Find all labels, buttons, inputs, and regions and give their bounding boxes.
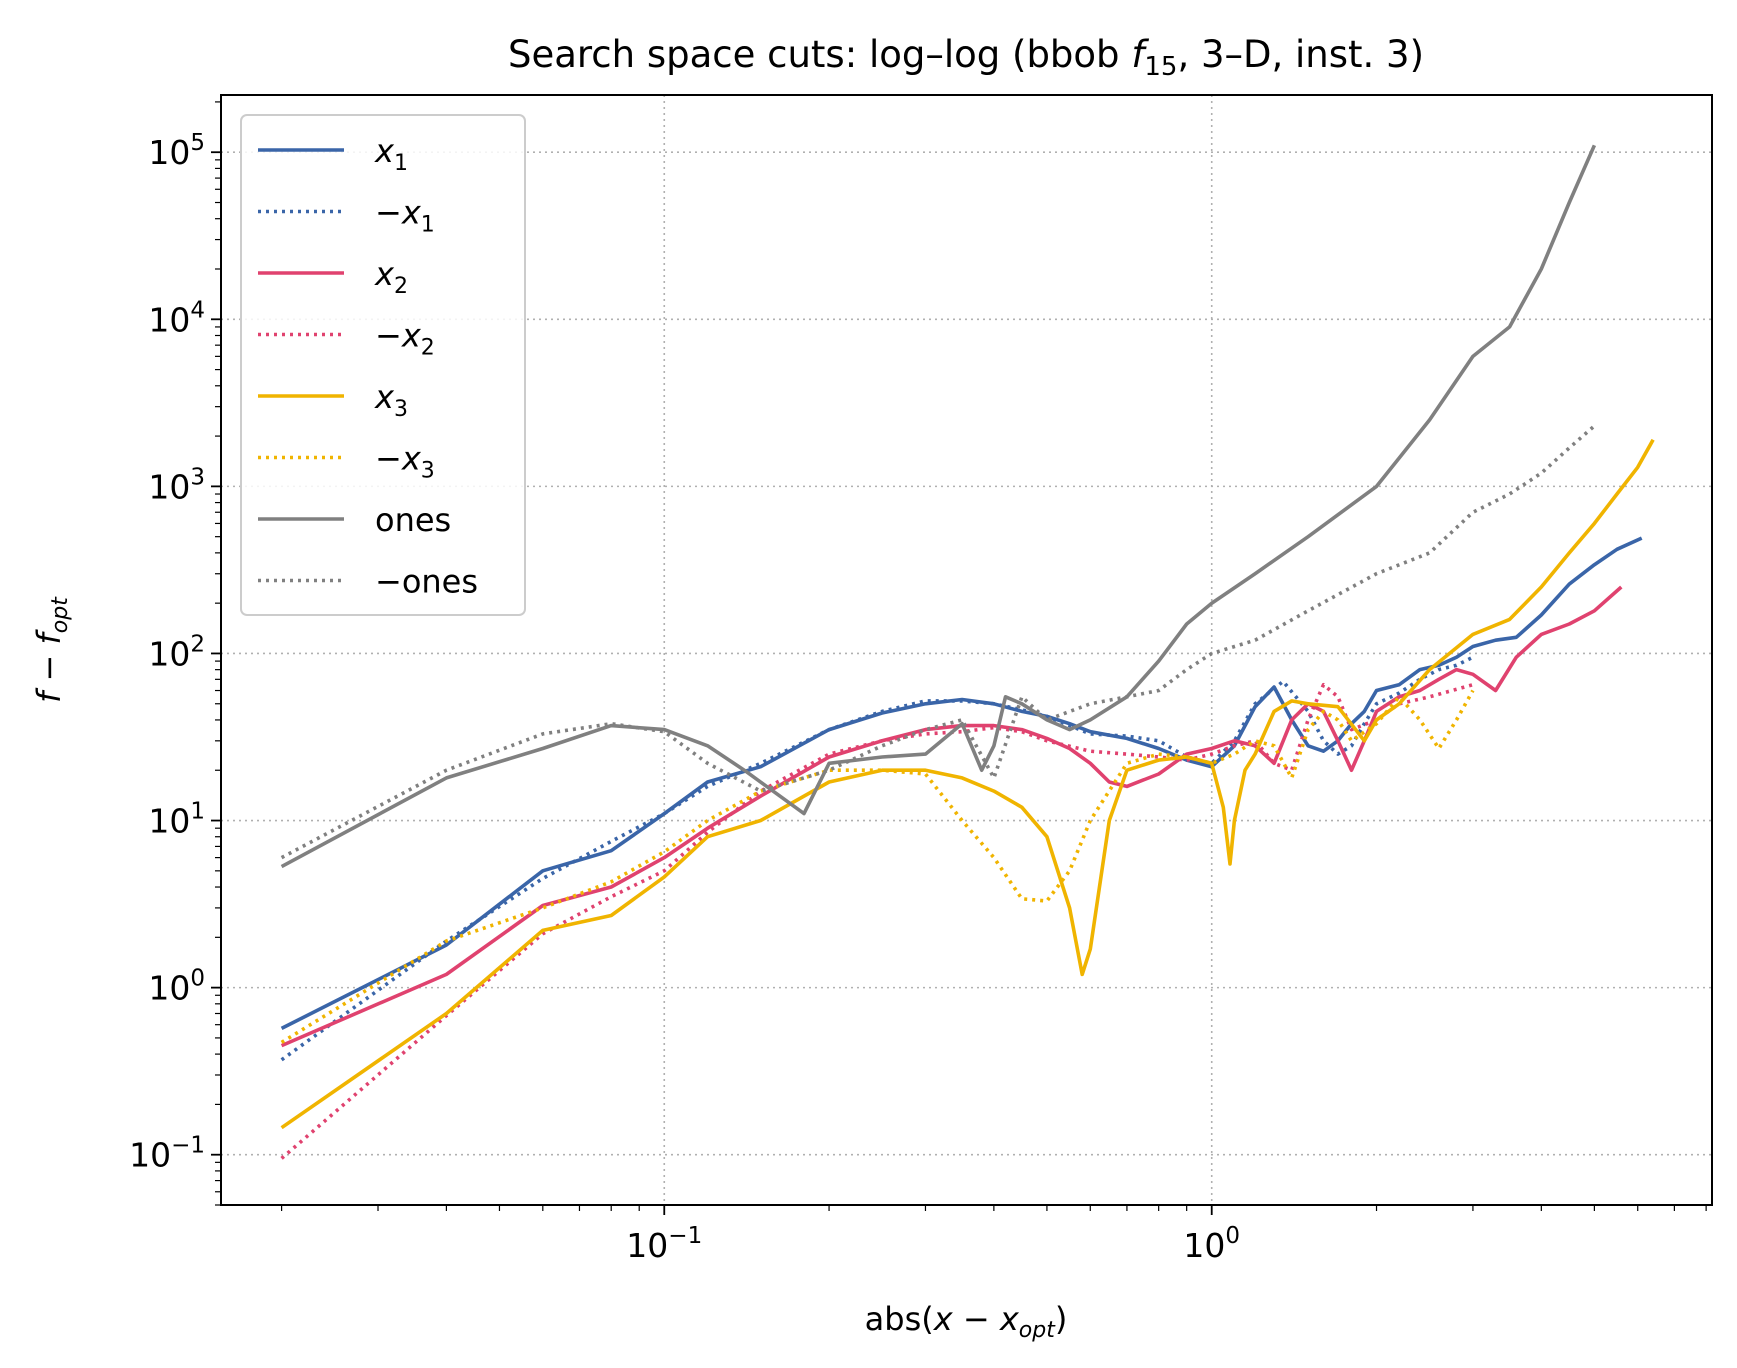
y-tick-label: 103 bbox=[148, 464, 205, 506]
y-axis-ticks: 10−1 100 101 102 103 104 105 bbox=[129, 101, 221, 1206]
legend-box bbox=[240, 114, 526, 616]
y-tick-label: 102 bbox=[148, 631, 205, 673]
x-tick-label: 100 bbox=[1183, 1223, 1240, 1265]
series-line-2 bbox=[280, 585, 1623, 1048]
legend-label-2: x2 bbox=[374, 255, 408, 299]
series-line-7 bbox=[280, 424, 1596, 860]
y-tick-label: 100 bbox=[148, 966, 205, 1008]
y-tick-label: 10−1 bbox=[129, 1133, 205, 1175]
x-tick-label: 10−1 bbox=[626, 1223, 702, 1265]
chart-title: Search space cuts: log–log (bbob f15, 3–… bbox=[508, 33, 1424, 82]
legend: x1 −x1 x2 −x2 x3 −x3 ones −ones bbox=[240, 114, 526, 616]
series-line-6 bbox=[280, 144, 1597, 869]
y-tick-label: 101 bbox=[148, 799, 205, 841]
legend-label-7: −ones bbox=[375, 563, 478, 601]
legend-label-3: −x2 bbox=[375, 317, 435, 361]
series-line-4 bbox=[280, 438, 1655, 1130]
legend-label-4: x3 bbox=[374, 378, 408, 422]
series-layer bbox=[280, 144, 1655, 1160]
x-axis-ticks: 10−1 100 bbox=[281, 1205, 1707, 1265]
y-tick-label: 104 bbox=[148, 297, 205, 339]
legend-label-1: −x1 bbox=[375, 194, 435, 238]
y-tick-label: 105 bbox=[148, 130, 205, 172]
plot-frame bbox=[220, 94, 1713, 1206]
x-axis-label: abs(x − xopt) bbox=[865, 1300, 1068, 1343]
legend-label-5: −x3 bbox=[375, 440, 435, 484]
legend-label-6: ones bbox=[375, 501, 451, 539]
legend-label-0: x1 bbox=[374, 132, 408, 176]
series-line-5 bbox=[280, 689, 1475, 1044]
series-line-0 bbox=[280, 536, 1643, 1031]
